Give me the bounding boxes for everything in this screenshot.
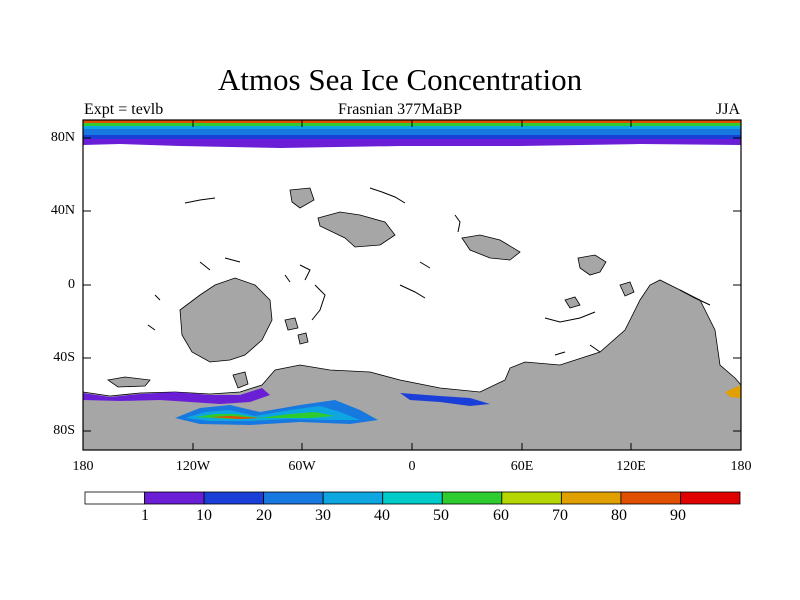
y-axis-ticks bbox=[83, 137, 741, 432]
period-label: Frasnian 377MaBP bbox=[338, 101, 462, 118]
y-tick-label-40n: 40N bbox=[50, 203, 75, 218]
colorbar-segment bbox=[382, 491, 443, 505]
experiment-label: Expt = tevlb bbox=[84, 101, 164, 118]
colorbar-segment bbox=[84, 491, 145, 505]
colorbar-label: 40 bbox=[374, 507, 390, 524]
colorbar-segment bbox=[560, 491, 622, 505]
x-axis-ticks bbox=[82, 120, 742, 450]
colorbar-segment bbox=[620, 491, 681, 505]
y-tick-label-80n: 80N bbox=[50, 130, 75, 145]
colorbar-segment bbox=[680, 491, 741, 505]
colorbar-label: 60 bbox=[493, 507, 509, 524]
colorbar-label: 80 bbox=[611, 507, 627, 524]
colorbar-label: 20 bbox=[256, 507, 272, 524]
colorbar-label: 30 bbox=[315, 507, 331, 524]
colorbar-segment bbox=[263, 491, 324, 505]
x-tick-label-120w: 120W bbox=[175, 459, 211, 474]
x-tick-label-180w: 180 bbox=[72, 459, 94, 474]
colorbar bbox=[84, 491, 741, 505]
x-tick-label-120e: 120E bbox=[616, 459, 646, 474]
colorbar-segment bbox=[501, 491, 562, 505]
colorbar-label: 90 bbox=[670, 507, 686, 524]
x-tick-label-60w: 60W bbox=[288, 459, 316, 474]
colorbar-segment bbox=[144, 491, 205, 505]
colorbar-label: 1 bbox=[141, 507, 149, 524]
season-label: JJA bbox=[715, 101, 740, 118]
colorbar-label: 10 bbox=[196, 507, 212, 524]
colorbar-segment bbox=[441, 491, 503, 505]
islands bbox=[106, 187, 635, 389]
southern-continent bbox=[82, 279, 742, 451]
antarctic-sea-ice bbox=[83, 385, 741, 425]
y-tick-label-eq: 0 bbox=[68, 277, 75, 292]
colorbar-label: 70 bbox=[552, 507, 568, 524]
y-tick-label-40s: 40S bbox=[53, 350, 75, 365]
map-title: Atmos Sea Ice Concentration bbox=[217, 62, 583, 97]
colorbar-segment bbox=[203, 491, 265, 505]
coastlines bbox=[147, 187, 711, 356]
colorbar-label: 50 bbox=[433, 507, 449, 524]
colorbar-segment bbox=[322, 491, 384, 505]
y-tick-label-80s: 80S bbox=[53, 423, 75, 438]
x-tick-label-0: 0 bbox=[408, 459, 416, 474]
western-continent bbox=[179, 277, 273, 363]
x-tick-label-60e: 60E bbox=[510, 459, 534, 474]
x-tick-label-180e: 180 bbox=[730, 459, 752, 474]
